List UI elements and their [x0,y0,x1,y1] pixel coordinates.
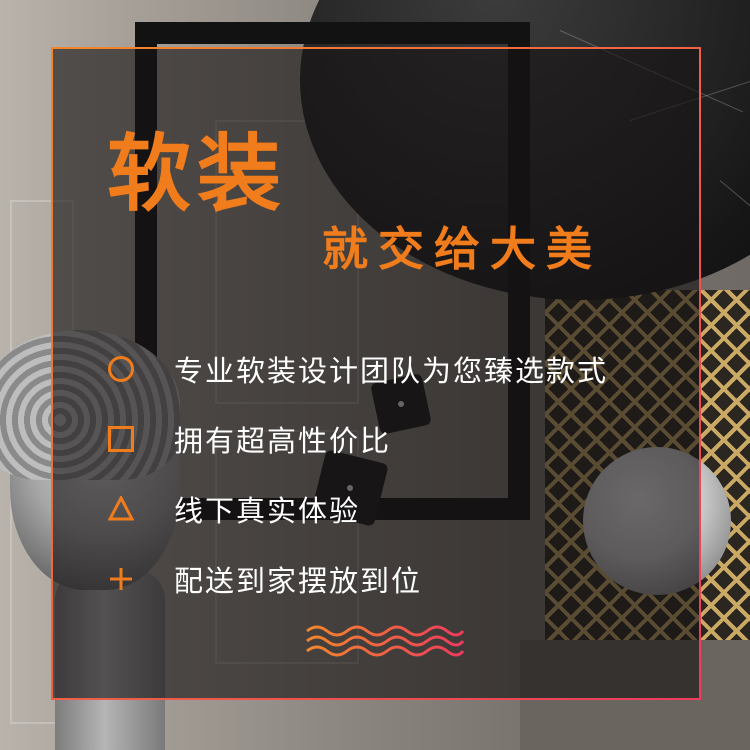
feature-text: 配送到家摆放到位 [174,564,423,598]
headline-subtitle: 就交给大美 [322,222,602,276]
headline-title: 软装 [107,125,288,223]
feature-item: 配送到家摆放到位 [108,544,608,614]
feature-text: 拥有超高性价比 [174,424,392,458]
feature-item: 专业软装设计团队为您臻选款式 [108,334,608,404]
plus-icon [108,566,134,592]
triangle-icon [108,496,134,522]
wave-lines-icon [306,625,465,657]
feature-item: 线下真实体验 [108,474,608,544]
square-icon [108,426,134,452]
feature-item: 拥有超高性价比 [108,404,608,474]
circle-icon [108,356,134,382]
info-card [51,47,701,700]
feature-text: 专业软装设计团队为您臻选款式 [174,354,609,388]
feature-list: 专业软装设计团队为您臻选款式 拥有超高性价比 线下真实体验 配送到家摆放到位 [108,334,608,614]
feature-text: 线下真实体验 [174,494,361,528]
